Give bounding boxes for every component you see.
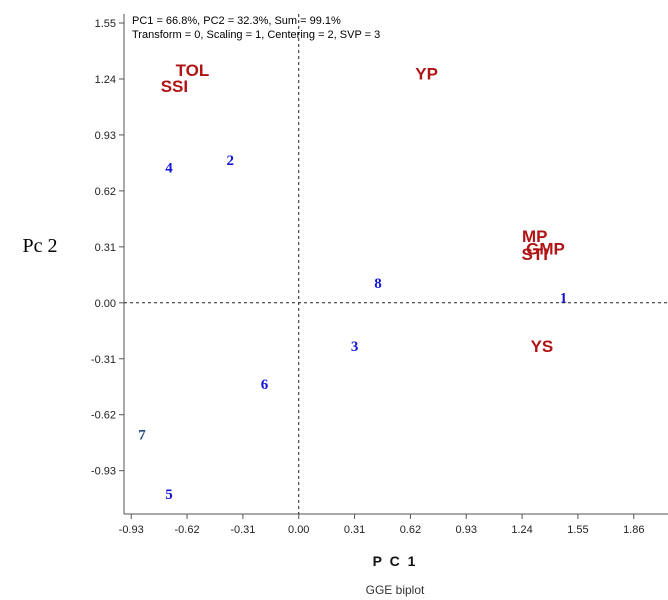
environment-label-gmp: GMP [526,240,565,259]
chart-caption: GGE biplot [366,583,425,597]
x-tick-label: 0.62 [400,524,421,536]
genotype-label-2: 2 [227,153,235,169]
genotype-label-8: 8 [374,276,382,292]
y-tick-label: 0.62 [95,186,116,198]
y-tick-label: 1.55 [95,18,116,30]
y-tick-label: -0.62 [91,410,116,422]
genotype-label-4: 4 [165,160,173,176]
environment-label-ssi: SSI [161,77,188,96]
genotype-label-6: 6 [261,377,269,393]
x-tick-label: -0.31 [230,524,255,536]
x-tick-label: -0.93 [119,524,144,536]
reference-lines [124,14,668,514]
info-line-2: Transform = 0, Scaling = 1, Centering = … [132,29,380,41]
genotype-label-3: 3 [351,339,359,355]
y-axis-ticks: 1.55 1.24 0.93 0.62 0.31 0.00 -0.31 -0.62 -0.93 [91,18,124,478]
genotype-label-5: 5 [165,487,173,503]
environment-label-sti: STI [521,245,547,264]
y-tick-label: 0.31 [95,242,116,254]
y-tick-label: -0.93 [91,466,116,478]
environment-label-yp: YP [415,65,438,84]
y-tick-label: 0.00 [95,298,116,310]
plot-frame [123,14,668,515]
x-tick-label: 0.31 [344,524,365,536]
x-tick-label: -0.62 [175,524,200,536]
x-tick-label: 1.55 [567,524,588,536]
genotype-label-7: 7 [138,428,146,444]
y-tick-label: 1.24 [95,74,116,86]
environment-label-mp: MP [522,227,548,246]
info-line-1: PC1 = 66.8%, PC2 = 32.3%, Sum = 99.1% [132,15,341,27]
y-axis-label: Pc 2 [23,235,58,257]
y-tick-label: -0.31 [91,354,116,366]
x-tick-label: 1.24 [511,524,532,536]
x-tick-label: 1.86 [623,524,644,536]
x-tick-label: 0.00 [288,524,309,536]
genotype-label-1: 1 [560,290,568,306]
x-tick-label: 0.93 [456,524,477,536]
x-axis-ticks: -0.93 -0.62 -0.31 0.00 0.31 0.62 0.93 1.24 1.55 1… [119,514,644,536]
environment-label-ys: YS [531,337,554,356]
y-tick-label: 0.93 [95,130,116,142]
x-axis-label: P C 1 [373,553,418,569]
genotype-labels: 1 2 3 4 5 6 7 8 [138,153,567,503]
environment-label-tol: TOL [176,61,210,80]
